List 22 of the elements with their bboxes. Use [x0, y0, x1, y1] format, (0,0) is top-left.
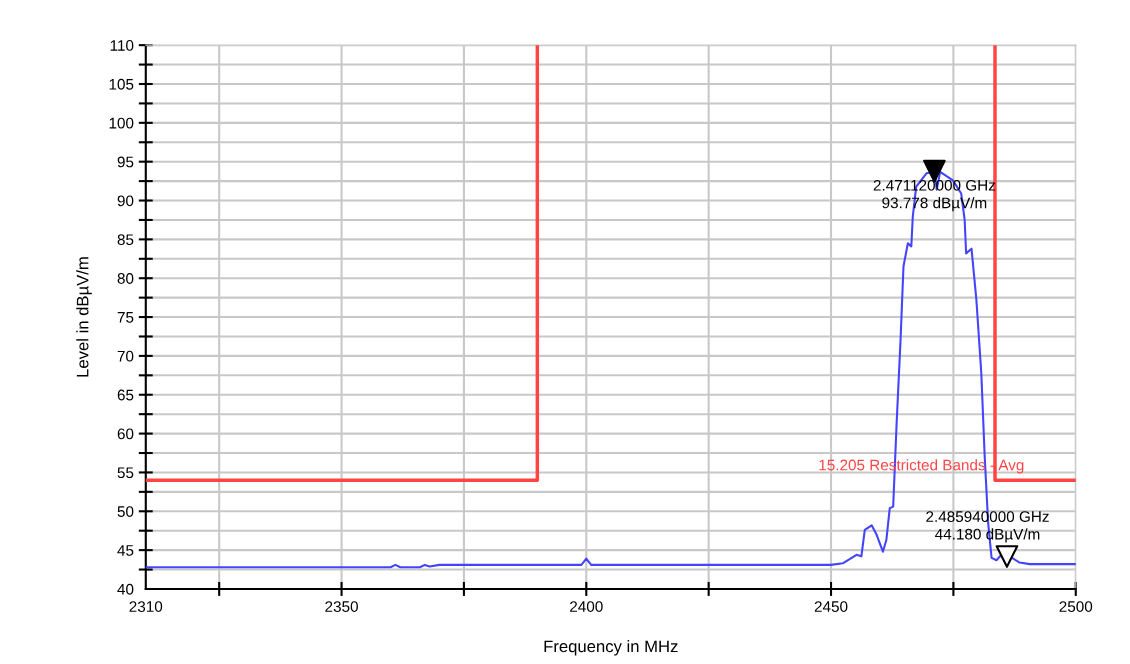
y-tick-label: 90 [117, 195, 134, 207]
y-tick-label: 50 [117, 506, 134, 517]
y-tick-label: 75 [117, 312, 134, 323]
y-tick-label: 95 [117, 156, 134, 168]
x-tick-label: 2450 [814, 601, 848, 612]
y-tick-label: 60 [117, 428, 134, 440]
x-tick-label: 2310 [129, 601, 163, 612]
y-tick-label: 80 [117, 273, 134, 284]
y-tick-label: 85 [117, 234, 134, 246]
y-axis-title: Level in dBµV/m [76, 257, 92, 377]
x-tick-label: 2500 [1059, 601, 1093, 612]
x-tick-label: 2400 [570, 601, 603, 612]
y-tick-label: 110 [110, 40, 134, 51]
y-tick-label: 55 [117, 467, 134, 479]
y-tick-label: 40 [117, 583, 134, 595]
y-tick-label: 100 [109, 117, 134, 129]
y-tick-label: 45 [117, 545, 134, 556]
x-tick-label: 2350 [325, 601, 358, 612]
y-tick-label: 70 [117, 350, 134, 362]
y-tick-label: 65 [117, 389, 134, 401]
y-tick-label: 105 [109, 78, 134, 90]
x-axis-title: Frequency in MHz [544, 640, 678, 656]
